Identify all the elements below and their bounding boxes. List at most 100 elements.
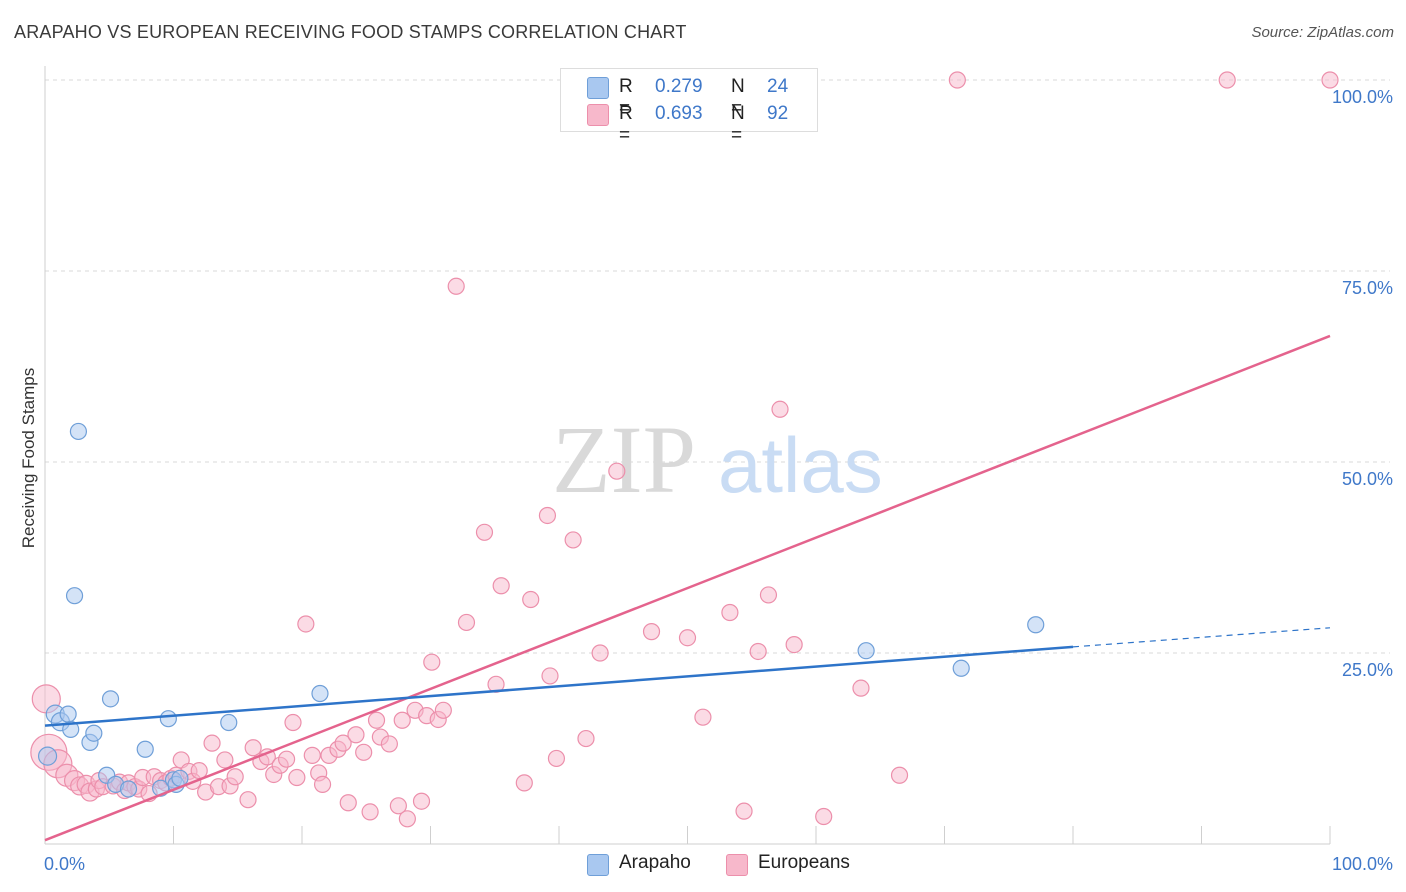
y-axis-label: Receiving Food Stamps (19, 368, 38, 548)
europeans-point (355, 743, 373, 761)
europeans-point (608, 462, 626, 480)
europeans-point (538, 506, 557, 525)
europeans-point (412, 792, 431, 810)
legend-n-label: N = (731, 103, 745, 146)
europeans-point (226, 768, 244, 786)
arapaho-legend-swatch (587, 854, 609, 876)
arapaho-point (37, 746, 58, 766)
arapaho-trend-extension (1072, 627, 1331, 648)
arapaho-point (311, 684, 329, 703)
europeans-point (948, 71, 966, 89)
europeans-point (244, 739, 262, 757)
arapaho-point (119, 780, 138, 798)
europeans-point (547, 749, 566, 768)
legend-r-value: 0.279 (655, 76, 703, 97)
grid-lines (45, 79, 1390, 654)
correlation-legend: R = 0.279 N = 24 R = 0.693 N = 92 (560, 68, 818, 146)
europeans-point (1321, 71, 1339, 89)
arapaho-point (85, 724, 103, 742)
legend-r-label: R = (619, 103, 633, 146)
legend-r-label: R = (619, 76, 633, 119)
europeans-point (515, 774, 533, 792)
y-tick-label: 75.0% (1342, 278, 1393, 298)
europeans-point (890, 766, 909, 784)
arapaho-point (136, 740, 154, 758)
chart-title: ARAPAHO VS EUROPEAN RECEIVING FOOD STAMP… (14, 22, 687, 42)
arapaho-points (37, 422, 1045, 798)
europeans-point (815, 807, 833, 826)
arapaho-point (101, 690, 120, 708)
europeans-point (216, 751, 234, 769)
x-tick-label: 100.0% (1332, 854, 1393, 874)
source-label: Source: ZipAtlas.com (1251, 24, 1394, 41)
y-tick-label: 100.0% (1332, 87, 1393, 107)
europeans-point (389, 797, 407, 815)
europeans-point (759, 586, 778, 604)
arapaho-point (59, 705, 77, 723)
europeans-point (203, 734, 221, 752)
axes (44, 66, 1331, 845)
europeans-point (347, 726, 365, 744)
x-tick-label: 0.0% (44, 854, 85, 874)
arapaho-trend-line (44, 645, 1074, 727)
europeans-point (591, 644, 609, 662)
europeans-point (541, 667, 559, 685)
europeans-point (288, 768, 306, 787)
europeans-legend-swatch (726, 854, 748, 876)
europeans-trend-line (44, 334, 1331, 842)
arapaho-point (65, 587, 84, 605)
europeans-point (852, 679, 870, 697)
watermark-zip: ZIP (552, 406, 696, 513)
legend-n-value: 92 (767, 103, 789, 124)
arapaho-point (1027, 616, 1045, 634)
europeans-point (277, 750, 296, 768)
watermark-atlas: atlas (718, 421, 883, 509)
arapaho-point (62, 720, 80, 739)
watermark: ZIP atlas (552, 406, 883, 513)
arapaho-point (69, 422, 88, 441)
europeans-point (577, 729, 595, 748)
europeans-point (334, 734, 352, 752)
tick-labels: 25.0% 50.0% 75.0% 100.0% 0.0% 100.0% (44, 87, 1393, 874)
arapaho-legend-label: Arapaho (619, 852, 691, 873)
europeans-point (1218, 71, 1236, 89)
europeans-point (457, 613, 476, 632)
arapaho-swatch (587, 77, 609, 99)
europeans-point (447, 277, 465, 295)
europeans-point (735, 802, 753, 820)
europeans-point (487, 675, 505, 693)
europeans-point (678, 629, 697, 647)
europeans-point (694, 708, 712, 726)
legend-n-label: N = (731, 76, 745, 119)
europeans-point (313, 775, 332, 794)
y-tick-label: 50.0% (1342, 469, 1393, 489)
europeans-point (721, 603, 739, 622)
europeans-point (642, 623, 661, 641)
europeans-point (339, 794, 357, 812)
europeans-point (284, 713, 302, 732)
europeans-point (239, 791, 257, 809)
europeans-point (367, 711, 386, 729)
europeans-point (361, 803, 379, 821)
arapaho-point (857, 642, 875, 660)
trend-lines (44, 334, 1331, 842)
europeans-point (434, 701, 452, 719)
europeans-point (393, 711, 411, 729)
europeans-point (522, 590, 540, 609)
europeans-point (297, 615, 315, 633)
y-tick-label: 25.0% (1342, 660, 1393, 680)
europeans-point (564, 531, 582, 549)
europeans-point (380, 735, 398, 753)
europeans-point (423, 653, 441, 671)
europeans-point (785, 635, 803, 654)
europeans-swatch (587, 104, 609, 126)
europeans-point (749, 642, 767, 661)
europeans-legend-label: Europeans (758, 852, 850, 873)
arapaho-point (952, 659, 970, 677)
europeans-point (398, 810, 416, 828)
legend-n-value: 24 (767, 76, 789, 97)
europeans-point (771, 400, 789, 418)
arapaho-point (220, 713, 238, 732)
arapaho-point (159, 710, 177, 728)
